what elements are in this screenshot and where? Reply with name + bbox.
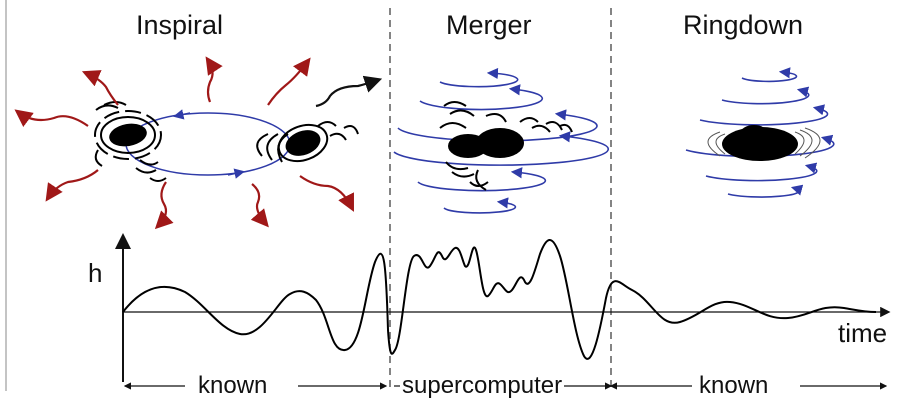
wave-arrow-icon — [45, 169, 99, 202]
merger-rings — [393, 67, 610, 214]
inspiral-illustration — [14, 56, 383, 230]
orbit-arrow-top-icon — [173, 109, 191, 120]
spiral-waves-right — [256, 121, 359, 163]
radiation-arrows — [14, 56, 354, 230]
waveform-strain — [122, 239, 877, 360]
ringdown-illustration — [685, 67, 835, 198]
y-axis-label: h — [88, 258, 103, 288]
region-label-known-right: known — [697, 372, 771, 400]
black-hole-final-bump — [740, 125, 768, 143]
x-axis-label: time — [838, 318, 888, 348]
phase-title-inspiral: Inspiral — [136, 10, 224, 40]
ringdown-rings — [685, 67, 835, 198]
ringdown-ripples — [707, 127, 821, 159]
waveform-axes — [115, 233, 891, 382]
region-label-supercomputer: supercomputer — [400, 372, 565, 400]
wave-arrow-icon — [81, 70, 119, 106]
orbit-arrow-bottom-icon — [227, 168, 245, 179]
wave-arrow-icon — [154, 181, 174, 230]
spiral-waves-left — [94, 101, 167, 182]
region-label-known-left: known — [196, 372, 270, 400]
wave-arrow-icon — [299, 175, 354, 212]
phase-title-merger: Merger — [446, 10, 532, 40]
gravitational-wave-diagram — [5, 0, 891, 391]
merger-illustration — [393, 67, 610, 214]
wave-arrow-black-icon — [315, 75, 383, 108]
wave-arrow-icon — [250, 183, 269, 228]
wave-arrow-icon — [205, 56, 223, 103]
black-hole-merging-2 — [476, 128, 524, 158]
merger-spirals — [439, 101, 573, 191]
black-hole-left — [109, 123, 147, 147]
black-hole-right — [285, 130, 321, 156]
phase-title-ringdown: Ringdown — [683, 10, 804, 40]
wave-arrow-icon — [267, 57, 311, 106]
wave-arrow-icon — [14, 109, 89, 127]
